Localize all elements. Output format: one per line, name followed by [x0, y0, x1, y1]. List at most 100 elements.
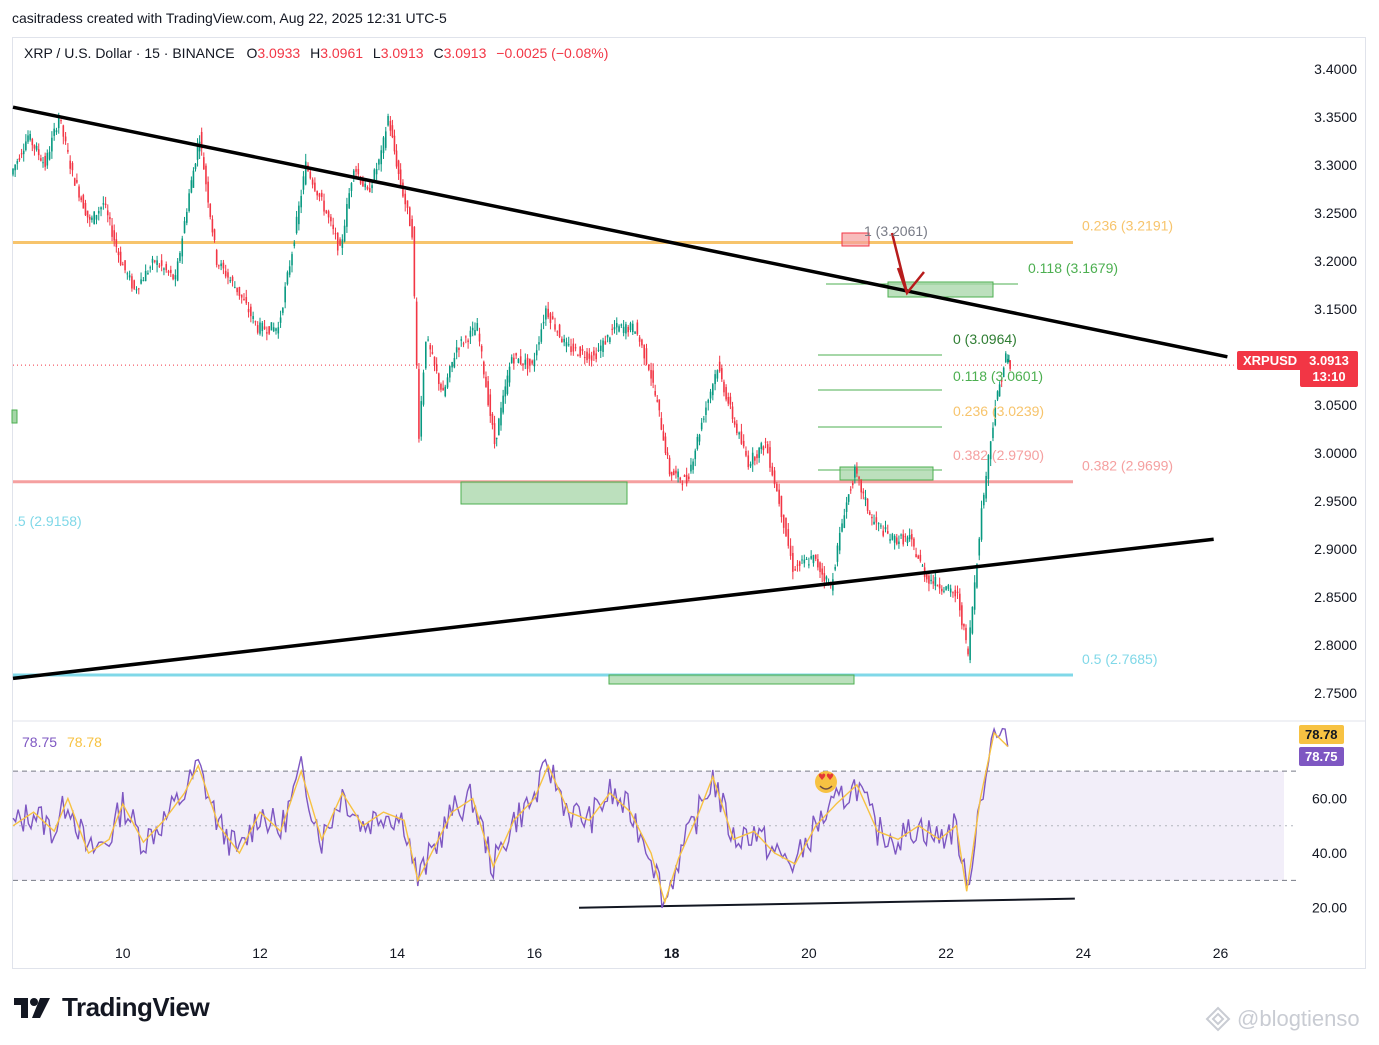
candle-body	[845, 502, 848, 512]
rsi-ma-tag: 78.78	[1299, 725, 1344, 744]
candle-body	[1007, 358, 1009, 363]
candle-body	[787, 529, 790, 546]
candle-body	[664, 436, 667, 454]
candle-body	[311, 179, 314, 185]
candle-body	[213, 229, 216, 241]
symbol-info-bar: XRP / U.S. Dollar · 15 · BINANCE O3.0933…	[24, 45, 608, 61]
candle-body	[906, 537, 909, 543]
candle-body	[609, 337, 611, 343]
candle-body	[250, 306, 252, 317]
candle-body	[62, 125, 65, 137]
rsi-line	[12, 726, 1009, 909]
candle-body	[298, 205, 300, 225]
rsi-tag: 78.75	[1299, 747, 1344, 766]
candle-body	[444, 386, 447, 397]
candle-body	[843, 515, 846, 528]
candle-body	[29, 134, 31, 140]
last-price: 3.0913	[1309, 353, 1349, 368]
candle-body	[959, 593, 961, 611]
candle-body	[1009, 360, 1011, 369]
candle-body	[535, 350, 538, 356]
demand-zone	[460, 481, 628, 505]
high-value: 3.0961	[320, 45, 364, 61]
candle-body	[570, 346, 572, 352]
candle-body	[764, 441, 767, 443]
candle-body	[200, 131, 203, 149]
candle-body	[620, 324, 623, 326]
candle-body	[733, 421, 736, 425]
candle-body	[561, 338, 563, 343]
candle-body	[117, 251, 120, 256]
symbol-name[interactable]: XRP / U.S. Dollar · 15 · BINANCE	[24, 45, 235, 61]
candle-body	[880, 525, 882, 527]
candle-body	[451, 362, 453, 368]
candle-body	[252, 316, 254, 320]
candle-body	[76, 179, 78, 183]
candle-body	[438, 373, 440, 384]
candle-body	[467, 340, 469, 343]
candle-body	[455, 347, 458, 353]
heart-eyes-emoji-icon	[815, 771, 837, 793]
candle-body	[334, 233, 337, 235]
candle-body	[332, 224, 334, 230]
tradingview-logo[interactable]: TradingView	[14, 992, 210, 1023]
candle-body	[805, 558, 808, 560]
candle-body	[634, 331, 636, 334]
candle-body	[478, 333, 481, 342]
candle-body	[153, 260, 156, 262]
candle-body	[515, 353, 517, 356]
candle-body	[641, 339, 643, 346]
candle-body	[176, 261, 179, 281]
candle-body	[690, 464, 692, 472]
candle-body	[42, 162, 44, 164]
rsi-value: 78.75	[22, 734, 58, 750]
close-label: C	[433, 45, 444, 61]
candle-body	[898, 541, 900, 544]
candle-body	[498, 418, 500, 436]
candle-body	[727, 397, 730, 404]
down-arrow-icon	[890, 232, 925, 296]
candle-body	[160, 260, 163, 266]
candle-body	[82, 195, 85, 209]
candle-body	[683, 475, 686, 477]
candle-body	[192, 170, 195, 188]
candle-body	[167, 270, 170, 273]
x-tick-label: 16	[527, 945, 543, 961]
candle-body	[364, 183, 366, 188]
candle-body	[399, 169, 402, 186]
candle-body	[902, 534, 905, 545]
candle-body	[135, 289, 138, 291]
y-tick-label: 2.8000	[1314, 637, 1357, 653]
candle-body	[645, 348, 648, 364]
candle-body	[873, 521, 875, 525]
candle-body	[46, 152, 49, 166]
candle-body	[500, 407, 502, 426]
candle-body	[284, 286, 286, 303]
candle-body	[716, 370, 719, 379]
candle-body	[33, 144, 36, 149]
candle-body	[602, 340, 604, 352]
candle-body	[371, 185, 373, 189]
candle-body	[44, 155, 46, 167]
candle-body	[930, 579, 932, 582]
candle-body	[240, 294, 243, 298]
candle-body	[884, 527, 887, 530]
candle-body	[504, 386, 507, 397]
candle-body	[778, 489, 780, 504]
candle-body	[949, 588, 952, 593]
candle-body	[404, 193, 407, 205]
candle-body	[652, 370, 654, 383]
candle-body	[508, 366, 511, 383]
candle-body	[773, 470, 776, 485]
candle-body	[574, 347, 577, 349]
candle-body	[969, 627, 971, 661]
candle-body	[581, 348, 584, 351]
candle-body	[88, 216, 91, 220]
candle-body	[725, 387, 727, 400]
candle-body	[782, 514, 785, 528]
candle-body	[71, 162, 74, 171]
candle-body	[785, 517, 787, 537]
candle-body	[919, 554, 922, 561]
high-label: H	[310, 45, 321, 61]
